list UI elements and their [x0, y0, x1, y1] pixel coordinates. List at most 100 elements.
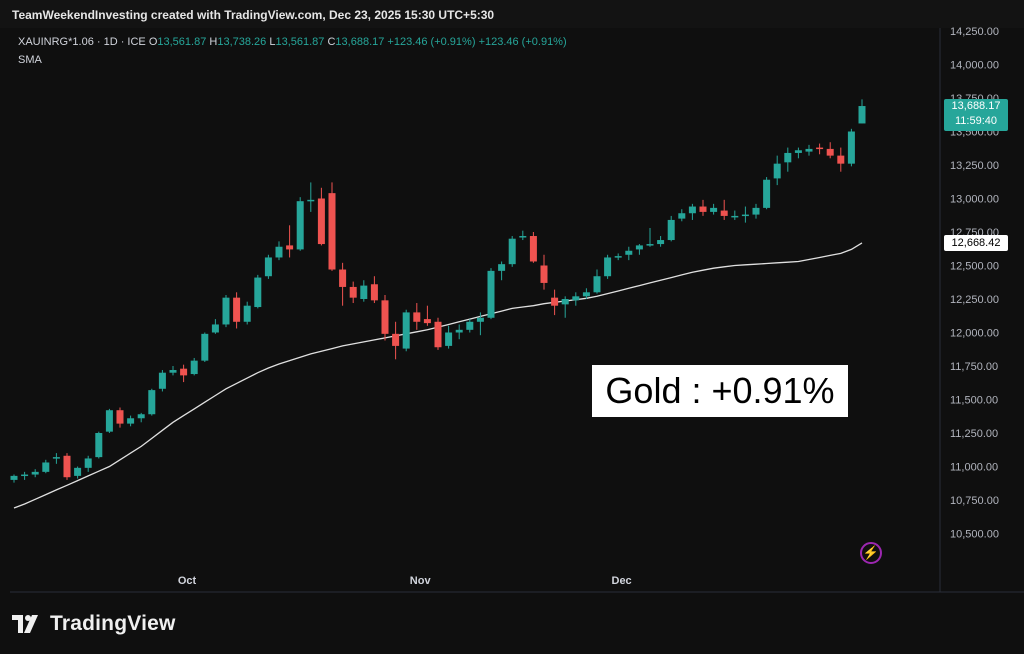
- candle-body: [434, 321, 442, 348]
- y-tick-label: 10,750.00: [950, 495, 999, 507]
- candle-body: [805, 148, 813, 152]
- candle: [720, 199, 728, 220]
- candle-body: [370, 284, 378, 301]
- candle-body: [423, 319, 431, 324]
- candle-body: [593, 276, 601, 293]
- candle-body: [635, 245, 643, 250]
- candle-body: [10, 475, 18, 480]
- candle-body: [402, 312, 410, 349]
- candle: [635, 244, 643, 255]
- candle-body: [646, 244, 654, 246]
- brand[interactable]: TradingView: [12, 612, 176, 636]
- price-chart[interactable]: 10,500.00 10,750.00 11,000.00 11,250.00 11,5…: [0, 0, 1024, 596]
- candle-body: [413, 312, 421, 322]
- candle-body: [392, 333, 400, 346]
- candle-body: [286, 245, 294, 250]
- candle: [95, 431, 103, 459]
- candle-body: [476, 317, 484, 322]
- y-tick-label: 11,250.00: [950, 428, 998, 440]
- candle: [275, 241, 283, 261]
- close-value: 13,688.17: [335, 36, 385, 48]
- candle-body: [731, 215, 739, 218]
- y-tick-label: 11,000.00: [950, 462, 998, 474]
- candle-body: [328, 193, 336, 270]
- candle: [423, 305, 431, 326]
- candle: [74, 466, 82, 479]
- candle: [190, 357, 198, 376]
- top-bar: TeamWeekendInvesting created with Tradin…: [0, 0, 1024, 28]
- candle: [551, 289, 559, 316]
- candle-body: [794, 150, 802, 153]
- y-tick-label: 12,000.00: [950, 328, 999, 340]
- candle-body: [816, 147, 824, 150]
- candle: [31, 469, 39, 478]
- candle: [646, 227, 654, 247]
- candle: [752, 203, 760, 219]
- x-tick-label: Oct: [178, 575, 197, 587]
- candle: [699, 199, 707, 216]
- candle: [710, 203, 718, 215]
- candle: [211, 319, 219, 334]
- open-value: 13,561.87: [157, 36, 207, 48]
- plot-area: [10, 28, 940, 596]
- candle: [392, 321, 400, 360]
- candle-body: [699, 206, 707, 212]
- candle-body: [519, 236, 527, 238]
- candle-body: [837, 155, 845, 164]
- candle: [593, 269, 601, 294]
- candle: [127, 415, 135, 427]
- candle-body: [52, 457, 60, 459]
- candle-body: [180, 368, 188, 376]
- candle: [667, 215, 675, 242]
- candle-body: [31, 471, 39, 475]
- candle-body: [710, 207, 718, 212]
- candle: [741, 206, 749, 223]
- candle: [604, 254, 612, 279]
- y-tick-label: 14,000.00: [950, 60, 999, 72]
- open-label: O: [148, 36, 158, 48]
- candle: [445, 325, 453, 349]
- candle-body: [317, 198, 325, 245]
- indicator-legend[interactable]: SMA: [18, 54, 42, 66]
- candle: [233, 292, 241, 329]
- candle: [466, 319, 474, 333]
- y-tick-label: 11,750.00: [950, 361, 998, 373]
- x-tick-label: Dec: [612, 575, 632, 587]
- tradingview-logo-icon: [12, 615, 38, 633]
- y-tick-label: 13,000.00: [950, 194, 999, 206]
- symbol-label: XAUINRG*1.06 · 1D · ICE: [18, 36, 146, 48]
- candle: [614, 253, 622, 261]
- high-value: 13,738.26: [217, 36, 267, 48]
- candle: [826, 142, 834, 159]
- candle-body: [466, 321, 474, 330]
- candle-body: [275, 246, 283, 258]
- candle-body: [381, 300, 389, 334]
- lightning-icon[interactable]: ⚡: [860, 542, 882, 564]
- candle: [42, 459, 50, 474]
- change-value: +123.46 (+0.91%): [387, 36, 476, 48]
- x-tick-label: Nov: [410, 575, 432, 587]
- candle: [731, 210, 739, 220]
- y-tick-label: 13,250.00: [950, 160, 999, 172]
- y-tick-label: 12,250.00: [950, 294, 999, 306]
- candle: [63, 453, 71, 480]
- candle-body: [211, 324, 219, 333]
- candle-body: [455, 329, 463, 333]
- y-tick-label: 10,500.00: [950, 529, 999, 541]
- candle-body: [826, 148, 834, 156]
- gain-annotation: Gold : +0.91%: [592, 365, 848, 417]
- candle-body: [42, 462, 50, 472]
- candle: [805, 144, 813, 156]
- candle: [201, 332, 209, 362]
- candle-body: [752, 207, 760, 215]
- candle-body: [264, 257, 272, 277]
- candle-body: [540, 265, 548, 283]
- candle: [222, 294, 230, 328]
- last-price-tag: 13,688.17 11:59:40: [944, 99, 1008, 131]
- y-tick-label: 12,500.00: [950, 261, 999, 273]
- candle: [169, 366, 177, 376]
- candle-body: [498, 264, 506, 271]
- candle: [286, 225, 294, 258]
- candle-body: [222, 297, 230, 325]
- candle-body: [169, 370, 177, 373]
